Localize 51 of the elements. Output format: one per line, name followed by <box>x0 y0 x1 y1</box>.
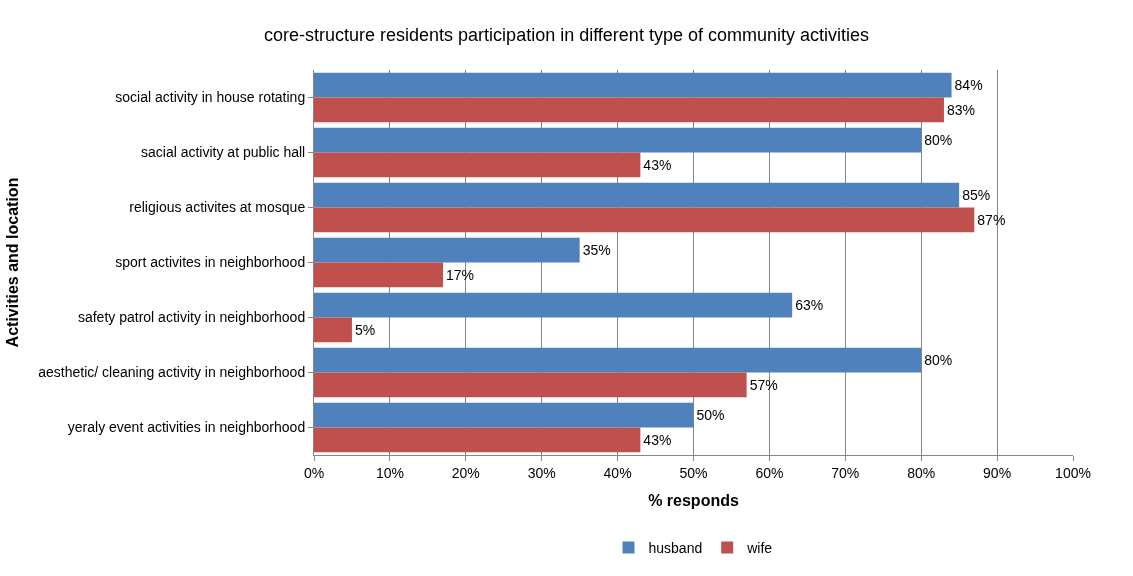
x-tick-label: 20% <box>451 464 480 481</box>
bar <box>314 152 641 178</box>
y-tick-label: yeraly event activities in neighborhood <box>67 419 306 436</box>
data-label: 84% <box>954 77 983 94</box>
data-label: 63% <box>795 297 824 314</box>
y-tick-label: religious activites at mosque <box>129 199 306 216</box>
x-tick-label: 60% <box>755 464 784 481</box>
bar <box>314 127 922 153</box>
x-tick-label: 70% <box>831 464 860 481</box>
data-label: 85% <box>962 187 991 204</box>
y-tick-label: aesthetic/ cleaning activity in neighborhood <box>38 364 306 381</box>
data-label: 43% <box>643 156 672 173</box>
x-tick-label: 90% <box>983 464 1012 481</box>
data-label: 83% <box>946 101 975 118</box>
data-label: 43% <box>643 431 672 448</box>
x-tick-label: 80% <box>907 464 936 481</box>
data-label: 57% <box>749 376 778 393</box>
legend-label: husband <box>648 540 703 557</box>
bar <box>314 372 747 398</box>
data-label: 80% <box>924 132 953 149</box>
legend-label: wife <box>746 540 773 557</box>
bar <box>314 427 641 453</box>
y-tick-label: social activity in house rotating <box>115 89 306 106</box>
y-tick-label: sport activites in neighborhood <box>115 254 306 271</box>
data-label: 50% <box>696 407 725 424</box>
data-label: 80% <box>924 352 953 369</box>
bar <box>314 237 580 263</box>
data-label: 17% <box>446 266 475 283</box>
chart-title: core-structure residents participation in different type of community activities <box>264 25 869 46</box>
bar <box>314 97 944 123</box>
data-label: 87% <box>977 211 1006 228</box>
bar <box>314 72 952 98</box>
x-tick-label: 10% <box>375 464 404 481</box>
x-tick-label: 0% <box>303 464 325 481</box>
data-label: 5% <box>354 321 376 338</box>
y-tick-label: safety patrol activity in neighborhood <box>77 309 306 326</box>
bar <box>314 402 694 428</box>
bar <box>314 207 975 233</box>
x-tick-label: 30% <box>527 464 556 481</box>
bar <box>314 262 444 288</box>
x-axis-title: % responds <box>648 492 739 510</box>
bar <box>314 317 352 343</box>
x-tick-label: 40% <box>603 464 632 481</box>
y-tick-label: sacial activity at public hall <box>141 144 306 161</box>
bar <box>314 347 922 373</box>
x-tick-label: 50% <box>679 464 708 481</box>
data-label: 35% <box>582 242 611 259</box>
y-axis-title: Activities and location <box>4 177 22 348</box>
bar <box>314 182 960 208</box>
bar <box>314 292 793 318</box>
x-tick-label: 100% <box>1055 464 1091 481</box>
